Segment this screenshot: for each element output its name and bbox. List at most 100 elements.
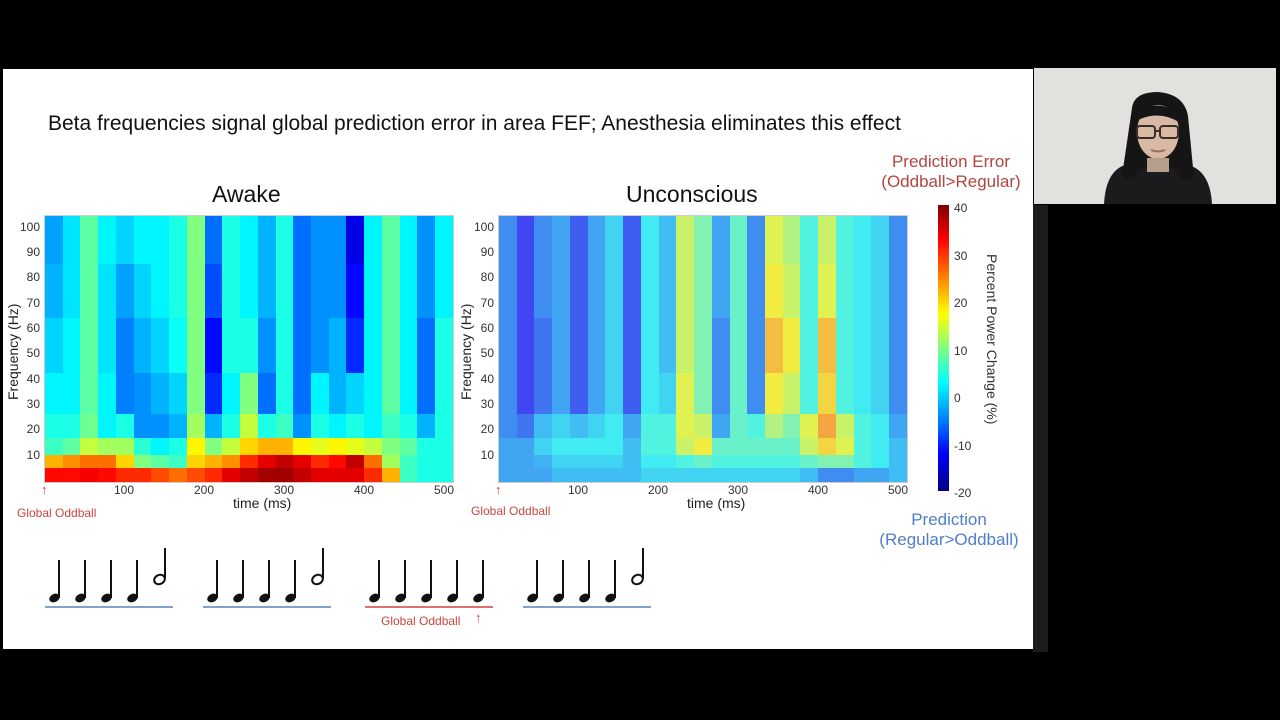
heatmap-cell bbox=[115, 468, 134, 482]
heatmap-cell bbox=[747, 454, 766, 469]
heatmap-cell bbox=[364, 468, 382, 482]
heatmap-cell bbox=[782, 372, 801, 414]
heatmap-cell bbox=[569, 318, 588, 373]
heatmap-cell bbox=[711, 454, 730, 469]
heatmap-cell bbox=[364, 413, 382, 439]
heatmap-cell bbox=[417, 216, 436, 264]
heatmap-cell bbox=[381, 413, 400, 439]
y-tick-label: 10 bbox=[480, 447, 494, 462]
heatmap-cell bbox=[417, 413, 436, 439]
heatmap-column bbox=[346, 216, 365, 482]
heatmap-cell bbox=[275, 372, 294, 414]
heatmap-cell bbox=[552, 216, 570, 264]
heatmap-cell bbox=[169, 413, 187, 439]
heatmap-cell bbox=[328, 413, 347, 439]
heatmap-cell bbox=[853, 263, 872, 319]
colorbar bbox=[938, 205, 949, 491]
heatmap-cell bbox=[204, 454, 223, 469]
heatmap-cell bbox=[782, 468, 801, 482]
tone-sequence bbox=[365, 548, 495, 608]
heatmap-cell bbox=[499, 372, 517, 414]
heatmap-cell bbox=[569, 413, 588, 439]
heatmap-column bbox=[782, 216, 801, 482]
heatmap-cell bbox=[800, 372, 819, 414]
note-stem bbox=[136, 560, 138, 598]
heatmap-cell bbox=[204, 468, 223, 482]
heatmap-cell bbox=[417, 372, 436, 414]
heatmap-cell bbox=[45, 372, 63, 414]
heatmap-cell bbox=[676, 413, 695, 439]
heatmap-cell bbox=[80, 413, 99, 439]
heatmap-cell bbox=[435, 216, 453, 264]
heatmap-cell bbox=[765, 413, 783, 439]
heatmap-cell bbox=[711, 318, 730, 373]
heatmap-cell bbox=[45, 438, 63, 455]
heatmap-column bbox=[364, 216, 382, 482]
heatmap-cell bbox=[871, 318, 890, 373]
note-stem bbox=[294, 560, 296, 598]
heatmap-cell bbox=[516, 372, 535, 414]
heatmap-cell bbox=[399, 263, 418, 319]
heatmap-cell bbox=[222, 372, 241, 414]
heatmap-cell bbox=[115, 318, 134, 373]
heatmap-cell bbox=[782, 413, 801, 439]
arrow-up-icon: ↑ bbox=[41, 482, 48, 497]
heatmap-column bbox=[499, 216, 517, 482]
note-stem bbox=[378, 560, 380, 598]
heatmap-cell bbox=[818, 372, 836, 414]
heatmap-cell bbox=[889, 318, 907, 373]
heatmap-cell bbox=[80, 372, 99, 414]
x-tick-label: 400 bbox=[353, 483, 375, 497]
heatmap-cell bbox=[516, 438, 535, 455]
heatmap-cell bbox=[605, 468, 624, 482]
heatmap-cell bbox=[694, 438, 712, 455]
heatmap-cell bbox=[115, 454, 134, 469]
heatmap-cell bbox=[204, 263, 223, 319]
heatmap-cell bbox=[381, 454, 400, 469]
note-stem bbox=[482, 560, 484, 598]
heatmap-cell bbox=[569, 454, 588, 469]
heatmap-cell bbox=[45, 263, 63, 319]
heatmap-cell bbox=[151, 438, 170, 455]
heatmap-cell bbox=[45, 413, 63, 439]
heatmap-column bbox=[151, 216, 170, 482]
heatmap-cell bbox=[747, 438, 766, 455]
heatmap-cell bbox=[516, 318, 535, 373]
heatmap-cell bbox=[133, 438, 152, 455]
heatmap-cell bbox=[311, 372, 329, 414]
heatmap-cell bbox=[133, 318, 152, 373]
heatmap-cell bbox=[275, 318, 294, 373]
heatmap-cell bbox=[658, 438, 677, 455]
heatmap-cell bbox=[98, 216, 116, 264]
heatmap-cell bbox=[346, 263, 365, 319]
heatmap-column bbox=[765, 216, 783, 482]
heatmap-cell bbox=[399, 413, 418, 439]
heatmap-column bbox=[204, 216, 223, 482]
heatmap-cell bbox=[871, 372, 890, 414]
heatmap-column bbox=[516, 216, 535, 482]
heatmap-cell bbox=[800, 468, 819, 482]
heatmap-cell bbox=[552, 372, 570, 414]
heatmap-cell bbox=[516, 263, 535, 319]
heatmap-cell bbox=[871, 468, 890, 482]
xlabel-unconscious: time (ms) bbox=[687, 495, 746, 511]
heatmap-column bbox=[115, 216, 134, 482]
heatmap-cell bbox=[293, 454, 312, 469]
y-tick-label: 90 bbox=[480, 245, 494, 259]
heatmap-cell bbox=[658, 263, 677, 319]
heatmap-cell bbox=[62, 468, 81, 482]
heatmap-column bbox=[399, 216, 418, 482]
heatmap-cell bbox=[98, 438, 116, 455]
heatmap-cell bbox=[62, 263, 81, 319]
x-tick-label: 300 bbox=[273, 483, 295, 497]
heatmap-cell bbox=[640, 454, 659, 469]
heatmap-cell bbox=[569, 216, 588, 264]
heatmap-cell bbox=[133, 263, 152, 319]
heatmap-cell bbox=[800, 438, 819, 455]
heatmap-cell bbox=[782, 263, 801, 319]
slide-title: Beta frequencies signal global predictio… bbox=[48, 112, 901, 135]
heatmap-column bbox=[222, 216, 241, 482]
heatmap-cell bbox=[381, 263, 400, 319]
heatmap-column bbox=[853, 216, 872, 482]
heatmap-cell bbox=[587, 454, 606, 469]
